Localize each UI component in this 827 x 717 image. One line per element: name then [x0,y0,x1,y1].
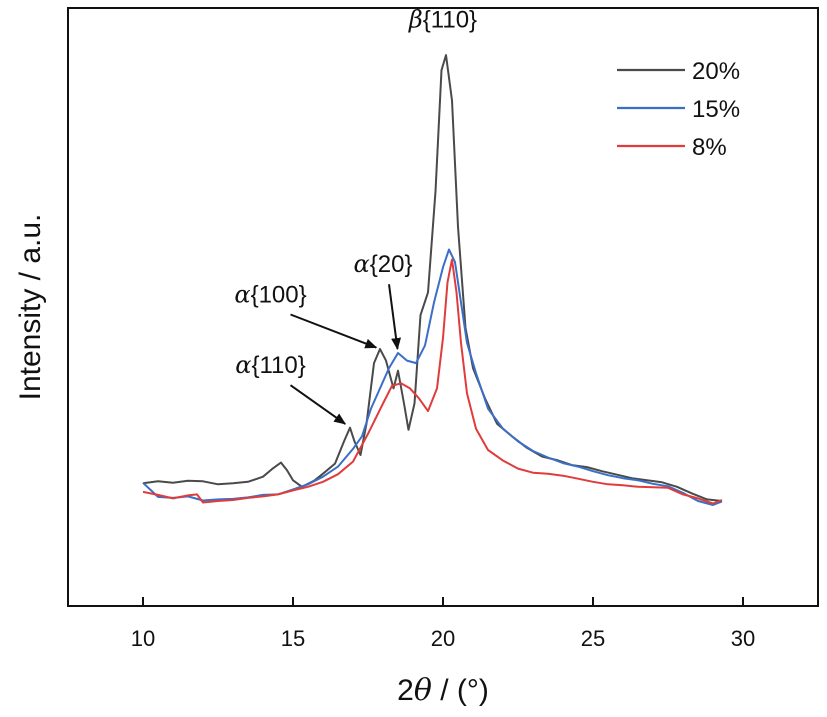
series-line-8pct [142,258,723,505]
annotation-arrow [289,384,347,425]
annotation-index: {110} [423,6,477,33]
x-axis-title-theta: θ [414,673,432,708]
x-axis-ticks [142,597,744,606]
y-axis-title: Intensity / a.u. [14,214,47,401]
annotation-label: α{110} [235,351,306,379]
annotation-symbol: β [408,5,423,33]
legend-label: 20% [692,58,740,85]
annotation-index: {110} [251,352,305,379]
annotation-label: α{20} [354,250,413,278]
series-line-15pct [142,248,723,506]
annotation-layer: β{110}α{20}α{100}α{110} [234,5,477,425]
annotation-symbol: α [354,250,370,278]
x-axis-title-suffix: / (°) [432,674,489,707]
annotation-label: β{110} [408,5,477,33]
legend-label: 8% [692,134,727,161]
x-tick-label: 20 [431,626,455,651]
series-layer [142,54,723,506]
legend: 20% 15% 8% [617,58,740,161]
x-axis-title: 2θ / (°) [397,673,489,708]
x-tick-label: 10 [131,626,155,651]
annotation-symbol: α [235,351,251,379]
annotation-index: {100} [251,282,307,309]
x-tick-label: 25 [581,626,605,651]
legend-label: 15% [692,96,740,123]
x-tick-label: 15 [281,626,305,651]
series-line-20pct [142,54,723,502]
x-tick-label: 30 [731,626,755,651]
x-axis-tick-labels: 10 15 20 25 30 [131,626,755,651]
x-axis-title-prefix: 2 [397,674,414,707]
annotation-symbol: α [234,281,250,309]
annotation-arrow [388,284,402,351]
annotation-index: {20} [370,251,413,278]
annotation-arrow [290,313,378,349]
annotation-label: α{100} [234,281,306,309]
